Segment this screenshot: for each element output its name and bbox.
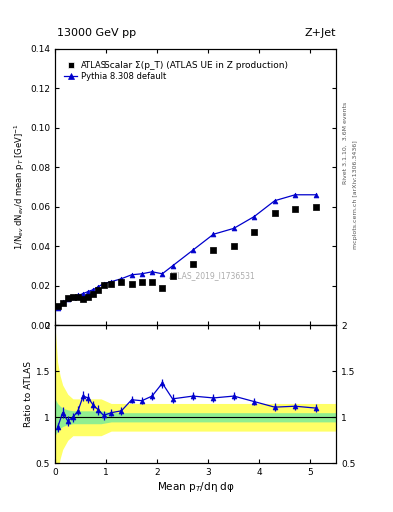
Point [190,260,196,268]
Text: 13000 GeV pp: 13000 GeV pp [57,28,136,38]
Text: mcplots.cern.ch [arXiv:1306.3436]: mcplots.cern.ch [arXiv:1306.3436] [353,140,358,249]
Point [85,293,91,302]
Point [251,228,257,237]
Text: Z+Jet: Z+Jet [305,28,336,38]
Point [118,278,125,286]
Text: Rivet 3.1.10,  3.6M events: Rivet 3.1.10, 3.6M events [343,102,348,184]
Point [312,203,319,211]
Y-axis label: Ratio to ATLAS: Ratio to ATLAS [24,361,33,427]
Point [70,293,76,302]
Point [101,281,107,289]
Point [231,242,237,250]
Point [169,272,176,280]
Legend: ATLAS, Pythia 8.308 default: ATLAS, Pythia 8.308 default [62,58,169,84]
Point [139,278,145,286]
Point [159,284,165,292]
Y-axis label: 1/N$_{ev}$ dN$_{ev}$/d mean p$_T$ [GeV]$^{-1}$: 1/N$_{ev}$ dN$_{ev}$/d mean p$_T$ [GeV]$… [13,123,27,250]
Point [210,246,217,254]
X-axis label: Mean p$_T$/dη dφ: Mean p$_T$/dη dφ [157,480,234,494]
Point [95,286,102,294]
Point [60,300,66,308]
Point [90,289,97,297]
Point [54,302,61,310]
Point [129,280,135,288]
Point [75,293,81,302]
Point [272,208,278,217]
Point [64,294,71,303]
Point [292,204,298,212]
Text: ATLAS_2019_I1736531: ATLAS_2019_I1736531 [169,271,256,280]
Point [149,278,155,286]
Point [80,295,86,304]
Text: Scalar Σ(p_T) (ATLAS UE in Z production): Scalar Σ(p_T) (ATLAS UE in Z production) [103,61,288,70]
Point [108,280,114,288]
